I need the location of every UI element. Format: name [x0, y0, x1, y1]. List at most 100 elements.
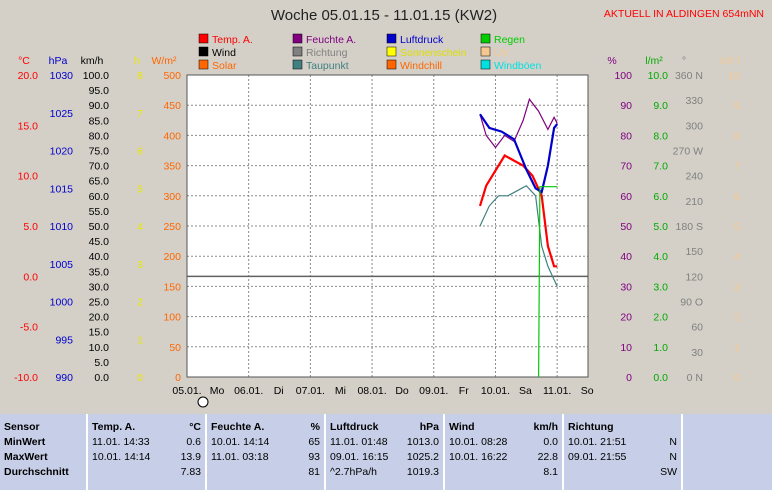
- rain-tick: 4.0: [653, 251, 668, 263]
- stats-cell: 10.01. 14:14 65: [211, 436, 320, 448]
- humidity-tick: 20: [620, 312, 632, 324]
- uv-tick: 10: [728, 70, 740, 82]
- direction-tick: 270 W: [673, 146, 703, 158]
- legend-swatch: [198, 46, 209, 57]
- column-header: Richtung: [568, 421, 614, 433]
- direction-tick: 180 S: [676, 221, 703, 233]
- legend-label: Wind: [212, 47, 236, 59]
- humidity-tick: 90: [620, 100, 632, 112]
- pressure-tick: 990: [55, 372, 73, 384]
- direction-tick: 210: [685, 196, 703, 208]
- x-date-label: 08.01.: [357, 385, 386, 397]
- row-label-max: MaxWert: [4, 451, 48, 463]
- stats-cell: 11.01. 01:48 1013.0: [330, 436, 439, 448]
- legend-label: Taupunkt: [306, 60, 349, 72]
- sensor-header: Sensor: [4, 421, 40, 433]
- wind-tick: 65.0: [89, 176, 110, 188]
- pressure-tick: 1015: [50, 183, 74, 195]
- x-day-label: Mo: [210, 385, 225, 397]
- sun-tick: 0: [137, 372, 143, 384]
- direction-tick: 360 N: [675, 70, 703, 82]
- stats-column: Feuchte A.% 10.01. 14:14 65 11.01. 03:18 93 8…: [207, 414, 326, 490]
- stats-column: Wind km/h 10.01. 08:28 0.0 10.01. 16:22 22.8 8…: [445, 414, 564, 490]
- pressure-tick: 995: [55, 334, 73, 346]
- uv-tick: 0: [734, 372, 740, 384]
- rain-tick: 6.0: [653, 191, 668, 203]
- temp-tick: 10.0: [18, 171, 39, 183]
- chart-title: Woche 05.01.15 - 11.01.15 (KW2): [271, 7, 497, 24]
- axis-labels: 20.015.010.05.00.0-5.0-10.01030102510201…: [14, 55, 740, 397]
- solar-tick: 500: [163, 70, 181, 82]
- stats-cell: 7.83: [180, 466, 201, 478]
- sun-tick: 3: [137, 259, 143, 271]
- axis-unit: UV I: [720, 55, 740, 67]
- stats-column: Temp. A. °C 11.01. 14:33 0.6 10.01. 14:14 13.…: [88, 414, 207, 490]
- sun-tick: 4: [137, 221, 143, 233]
- solar-tick: 200: [163, 251, 181, 263]
- direction-tick: 0 N: [687, 372, 703, 384]
- legend-swatch: [386, 59, 397, 70]
- legend-label: Temp. A.: [212, 34, 253, 46]
- pressure-tick: 1020: [50, 146, 74, 158]
- stats-column: Luftdruck hPa 11.01. 01:48 1013.0 09.01. 16:…: [326, 414, 445, 490]
- stats-cell: ^2.7hPa/h 1019.3: [330, 466, 439, 478]
- solar-tick: 50: [169, 342, 181, 354]
- x-date-label: 07.01.: [296, 385, 325, 397]
- sun-tick: 1: [137, 334, 143, 346]
- solar-tick: 0: [175, 372, 181, 384]
- rain-tick: 9.0: [653, 100, 668, 112]
- solar-tick: 250: [163, 221, 181, 233]
- temp-tick: -10.0: [14, 372, 38, 384]
- wind-tick: 70.0: [89, 161, 110, 173]
- temp-tick: -5.0: [20, 322, 38, 334]
- series-line: [479, 113, 559, 194]
- wind-tick: 15.0: [89, 327, 110, 339]
- rain-tick: 5.0: [653, 221, 668, 233]
- wind-tick: 45.0: [89, 236, 110, 248]
- humidity-tick: 100: [614, 70, 632, 82]
- x-date-label: 10.01.: [481, 385, 510, 397]
- x-day-label: Fr: [459, 385, 469, 397]
- gridlines: [186, 74, 589, 378]
- series-lines: [478, 97, 559, 378]
- solar-tick: 450: [163, 100, 181, 112]
- direction-tick: 30: [691, 347, 703, 359]
- humidity-tick: 70: [620, 161, 632, 173]
- wind-tick: 95.0: [89, 85, 110, 97]
- wind-tick: 40.0: [89, 251, 110, 263]
- axis-unit: hPa: [49, 55, 68, 67]
- wind-tick: 100.0: [83, 70, 109, 82]
- wind-tick: 55.0: [89, 206, 110, 218]
- sun-tick: 6: [137, 146, 143, 158]
- scroll-handle[interactable]: [197, 396, 209, 408]
- stats-cell: 10.01. 16:22 22.8: [449, 451, 558, 463]
- sensor-column: Sensor MinWert MaxWert Durchschnitt: [0, 414, 88, 490]
- stats-cell: 10.01. 08:28 0.0: [449, 436, 558, 448]
- stats-table: Sensor MinWert MaxWert Durchschnitt Temp…: [0, 414, 772, 490]
- axis-unit: %: [607, 55, 616, 67]
- wind-tick: 85.0: [89, 115, 110, 127]
- legend-swatch: [480, 59, 491, 70]
- column-header: Luftdruck hPa: [330, 421, 439, 433]
- rain-tick: 3.0: [653, 281, 668, 293]
- temp-tick: 5.0: [23, 221, 38, 233]
- legend-label: Sonnenschein: [400, 47, 467, 59]
- stats-column: Richtung 10.01. 21:51 N 09.01. 21:55 N SW: [564, 414, 683, 490]
- x-day-label: Sa: [519, 385, 532, 397]
- temp-tick: 15.0: [18, 120, 39, 132]
- wind-tick: 30.0: [89, 281, 110, 293]
- humidity-tick: 40: [620, 251, 632, 263]
- series-line: [537, 186, 558, 378]
- stats-cell: 81: [308, 466, 320, 478]
- column-header: Wind km/h: [449, 421, 558, 433]
- legend-swatch: [292, 59, 303, 70]
- direction-tick: 330: [685, 95, 703, 107]
- legend-label: Luftdruck: [400, 34, 444, 46]
- x-date-label: 11.01.: [543, 385, 571, 397]
- axis-unit: h: [134, 55, 140, 67]
- humidity-tick: 0: [626, 372, 632, 384]
- legend-swatch: [480, 46, 491, 57]
- weather-chart: 20.015.010.05.00.0-5.0-10.01030102510201…: [14, 7, 764, 408]
- uv-tick: 1: [734, 342, 740, 354]
- solar-tick: 350: [163, 161, 181, 173]
